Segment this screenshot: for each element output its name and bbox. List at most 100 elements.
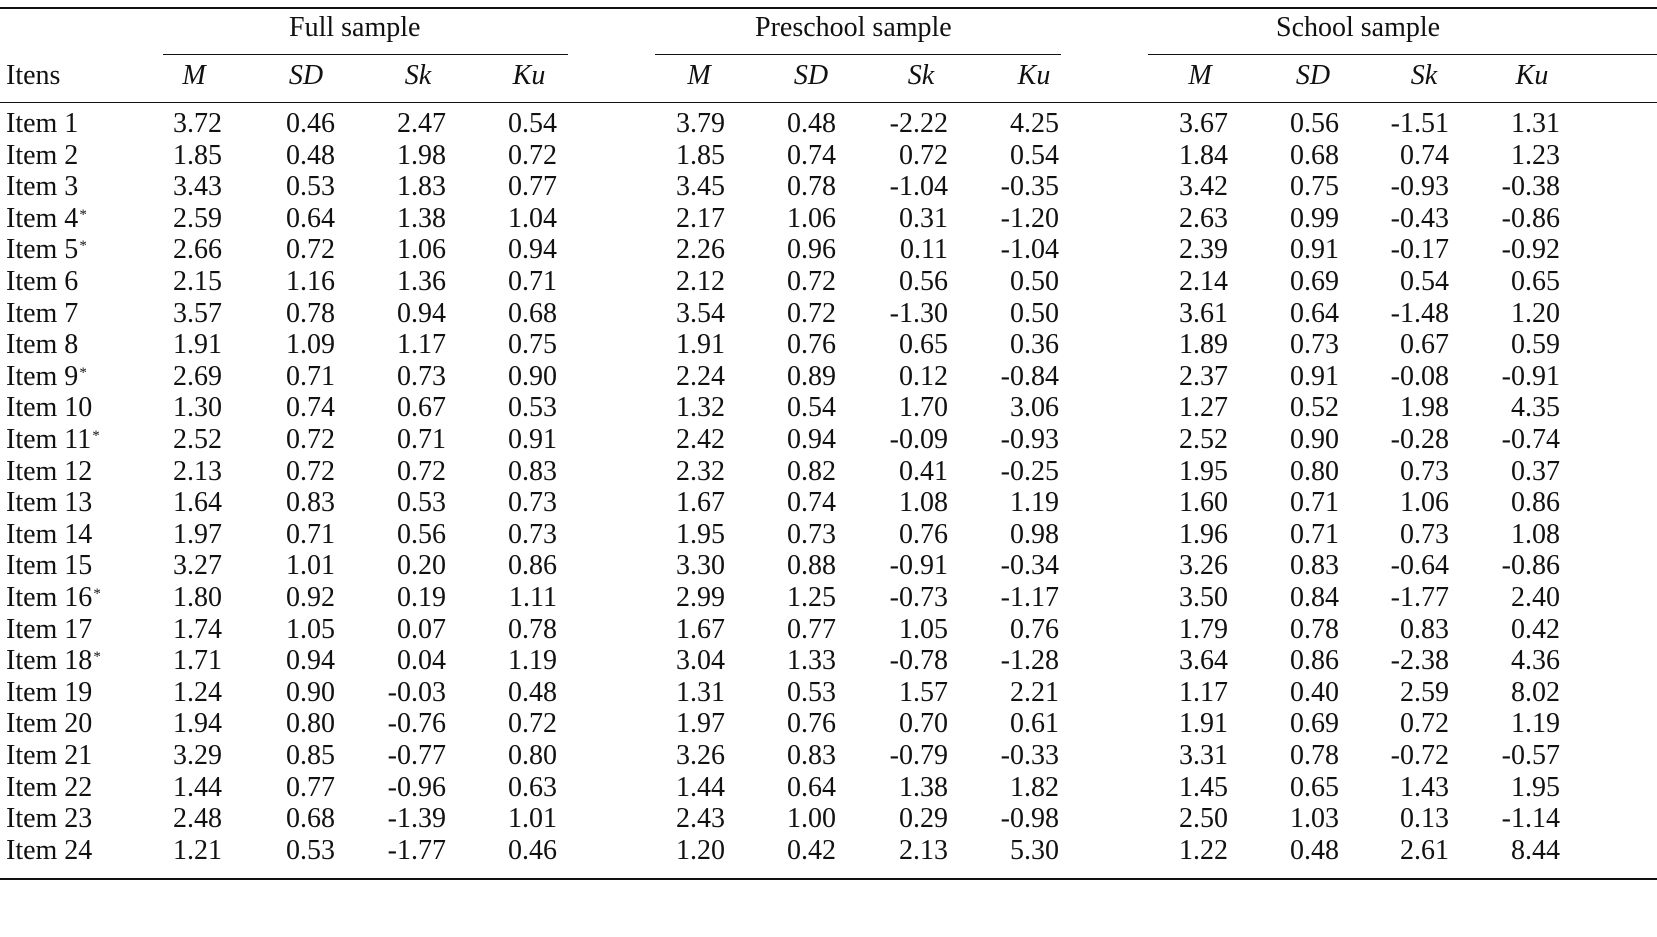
table-top-rule xyxy=(0,7,1657,9)
item-label-text: Item 10 xyxy=(6,392,93,423)
group-header-school: School sample xyxy=(1276,12,1441,43)
cell-school-ku: 8.44 xyxy=(1511,835,1560,866)
group-header-full: Full sample xyxy=(289,12,421,43)
cell-school-ku: 1.95 xyxy=(1511,772,1560,803)
cell-school-sd: 0.78 xyxy=(1290,614,1339,645)
cell-full-sd: 0.72 xyxy=(286,456,335,487)
cell-school-sd: 1.03 xyxy=(1290,803,1339,834)
cell-school-m: 2.14 xyxy=(1179,266,1228,297)
cell-full-m: 3.72 xyxy=(173,108,222,139)
cell-preschool-sd: 0.74 xyxy=(787,487,836,518)
group-rule-school xyxy=(1148,54,1657,55)
cell-preschool-sk: 0.65 xyxy=(899,329,948,360)
item-label-text: Item 20 xyxy=(6,708,93,739)
column-header-school-sd: SD xyxy=(1295,60,1331,91)
item-label: Item 17 xyxy=(6,614,92,646)
cell-full-sk: 0.67 xyxy=(397,392,446,423)
cell-school-sd: 0.48 xyxy=(1290,835,1339,866)
item-label-text: Item 9 xyxy=(6,361,79,392)
cell-school-sd: 0.69 xyxy=(1290,708,1339,739)
cell-full-m: 1.91 xyxy=(173,329,222,360)
cell-preschool-sd: 0.96 xyxy=(787,234,836,265)
cell-full-sk: 1.83 xyxy=(397,171,446,202)
cell-preschool-m: 2.42 xyxy=(676,424,725,455)
cell-preschool-sd: 0.77 xyxy=(787,614,836,645)
item-label-text: Item 4 xyxy=(6,203,79,234)
cell-school-ku: 0.65 xyxy=(1511,266,1560,297)
cell-preschool-sd: 0.42 xyxy=(787,835,836,866)
cell-full-m: 1.64 xyxy=(173,487,222,518)
item-label: Item 2 xyxy=(6,140,78,172)
cell-full-sk: 0.04 xyxy=(397,645,446,676)
cell-preschool-ku: 1.82 xyxy=(1010,772,1059,803)
cell-school-sd: 0.64 xyxy=(1290,298,1339,329)
reverse-item-marker: * xyxy=(93,649,101,665)
cell-preschool-sk: 0.72 xyxy=(899,140,948,171)
cell-preschool-m: 1.20 xyxy=(676,835,725,866)
item-label-text: Item 22 xyxy=(6,772,93,803)
cell-school-m: 1.89 xyxy=(1179,329,1228,360)
cell-full-sk: 0.20 xyxy=(397,550,446,581)
cell-preschool-sk: 2.13 xyxy=(899,835,948,866)
cell-school-sk: 0.74 xyxy=(1400,140,1449,171)
item-label-text: Item 24 xyxy=(6,835,93,866)
cell-full-sk: -0.96 xyxy=(387,772,446,803)
cell-full-m: 1.24 xyxy=(173,677,222,708)
cell-full-m: 1.74 xyxy=(173,614,222,645)
cell-full-sk: -1.39 xyxy=(387,803,446,834)
cell-full-m: 3.43 xyxy=(173,171,222,202)
cell-preschool-sd: 0.72 xyxy=(787,266,836,297)
cell-preschool-m: 2.17 xyxy=(676,203,725,234)
cell-full-sd: 0.92 xyxy=(286,582,335,613)
group-rule-full xyxy=(163,54,568,55)
cell-school-ku: -0.57 xyxy=(1501,740,1560,771)
cell-school-sd: 0.65 xyxy=(1290,772,1339,803)
cell-preschool-ku: -1.17 xyxy=(1000,582,1059,613)
cell-full-m: 2.52 xyxy=(173,424,222,455)
cell-school-m: 1.17 xyxy=(1179,677,1228,708)
group-header-preschool: Preschool sample xyxy=(755,12,952,43)
cell-school-sk: 1.98 xyxy=(1400,392,1449,423)
cell-school-sd: 0.91 xyxy=(1290,234,1339,265)
cell-full-sk: 1.36 xyxy=(397,266,446,297)
cell-full-sd: 0.71 xyxy=(286,519,335,550)
cell-preschool-sd: 0.83 xyxy=(787,740,836,771)
cell-school-ku: -0.38 xyxy=(1501,171,1560,202)
cell-school-sk: 2.61 xyxy=(1400,835,1449,866)
item-label: Item 14 xyxy=(6,519,92,551)
cell-preschool-m: 1.97 xyxy=(676,708,725,739)
item-label-text: Item 14 xyxy=(6,519,93,550)
cell-preschool-ku: -1.28 xyxy=(1000,645,1059,676)
cell-school-ku: 0.86 xyxy=(1511,487,1560,518)
cell-school-ku: 2.40 xyxy=(1511,582,1560,613)
cell-preschool-sd: 0.76 xyxy=(787,708,836,739)
cell-preschool-sd: 0.82 xyxy=(787,456,836,487)
cell-preschool-sd: 0.74 xyxy=(787,140,836,171)
cell-school-m: 1.45 xyxy=(1179,772,1228,803)
cell-preschool-sd: 0.53 xyxy=(787,677,836,708)
cell-school-m: 1.27 xyxy=(1179,392,1228,423)
cell-full-ku: 0.54 xyxy=(508,108,557,139)
cell-preschool-ku: 0.54 xyxy=(1010,140,1059,171)
cell-school-sd: 0.40 xyxy=(1290,677,1339,708)
cell-preschool-sk: -0.73 xyxy=(889,582,948,613)
item-label: Item 5* xyxy=(6,234,87,266)
cell-preschool-m: 2.99 xyxy=(676,582,725,613)
cell-preschool-ku: 2.21 xyxy=(1010,677,1059,708)
cell-school-ku: 4.35 xyxy=(1511,392,1560,423)
cell-full-sd: 0.78 xyxy=(286,298,335,329)
cell-full-sk: 0.94 xyxy=(397,298,446,329)
item-label: Item 12 xyxy=(6,456,92,488)
cell-full-ku: 0.90 xyxy=(508,361,557,392)
cell-school-sk: -0.08 xyxy=(1390,361,1449,392)
cell-full-sk: -0.03 xyxy=(387,677,446,708)
cell-preschool-sk: 1.57 xyxy=(899,677,948,708)
cell-preschool-ku: -0.98 xyxy=(1000,803,1059,834)
cell-full-sk: 1.17 xyxy=(397,329,446,360)
cell-full-m: 1.80 xyxy=(173,582,222,613)
cell-school-sk: -1.51 xyxy=(1390,108,1449,139)
cell-full-ku: 0.72 xyxy=(508,708,557,739)
reverse-item-marker: * xyxy=(93,586,101,602)
cell-preschool-sk: 1.05 xyxy=(899,614,948,645)
cell-school-sd: 0.71 xyxy=(1290,519,1339,550)
